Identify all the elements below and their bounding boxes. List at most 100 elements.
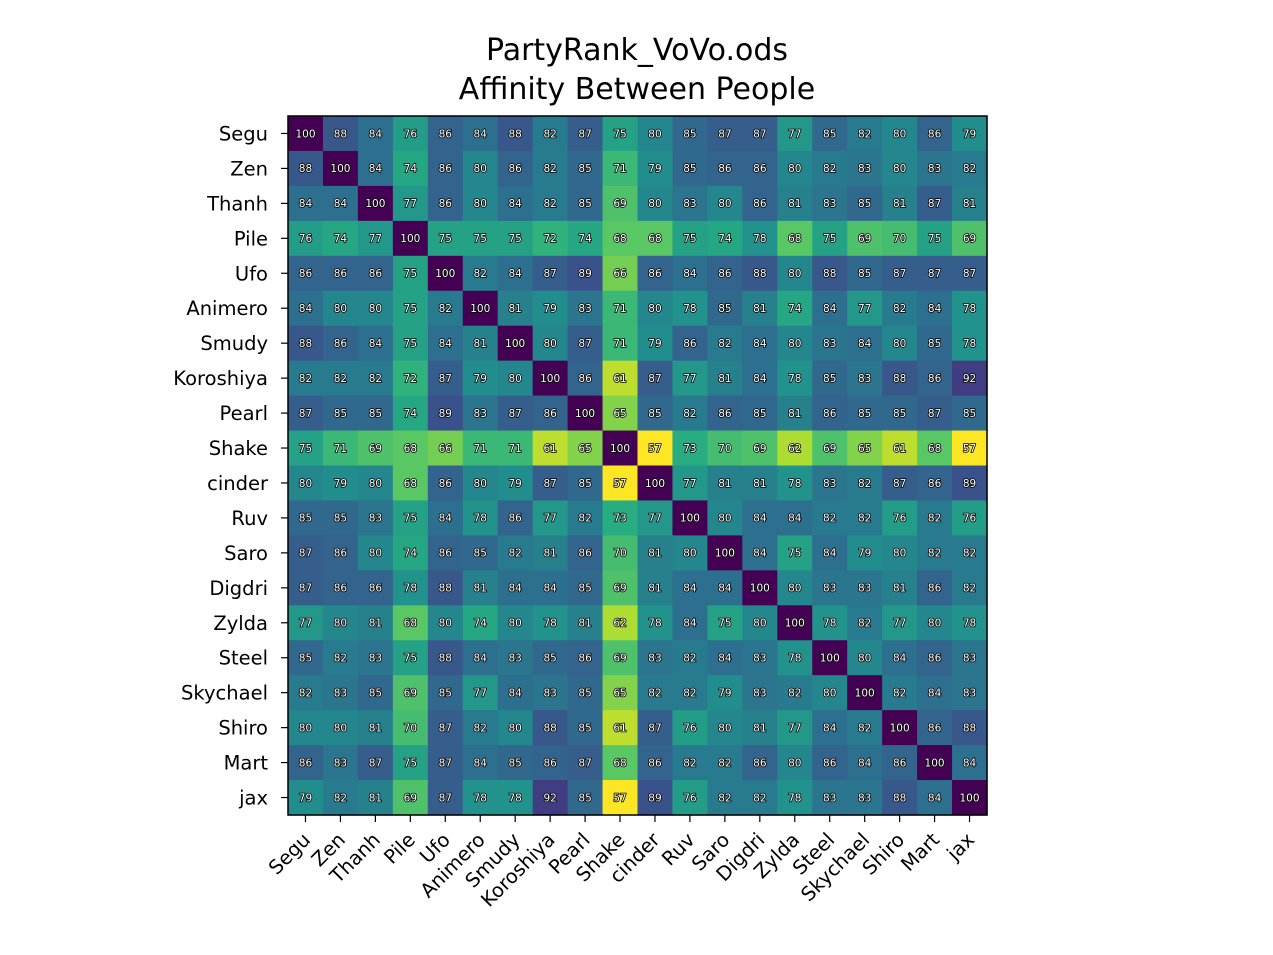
cell-value-label: 80 bbox=[893, 163, 906, 175]
cell-value-label: 80 bbox=[334, 618, 347, 630]
heatmap-cell bbox=[847, 500, 883, 536]
cell-value-label: 79 bbox=[543, 303, 556, 315]
heatmap-cell bbox=[427, 325, 464, 362]
cell-value-label: 85 bbox=[578, 722, 591, 734]
heatmap-cell bbox=[777, 185, 813, 222]
heatmap-cell bbox=[567, 395, 604, 432]
cell-value-label: 87 bbox=[893, 268, 906, 280]
y-tick-label: Shake bbox=[209, 437, 268, 460]
cell-value-label: 62 bbox=[613, 618, 626, 630]
heatmap-cell bbox=[288, 465, 324, 502]
cell-value-label: 77 bbox=[404, 198, 417, 210]
cell-value-label: 86 bbox=[928, 583, 942, 595]
cell-value-label: 68 bbox=[648, 233, 661, 245]
cell-value-label: 89 bbox=[578, 268, 591, 280]
heatmap-cell bbox=[742, 185, 778, 222]
heatmap-cell bbox=[567, 290, 604, 327]
cell-value-label: 80 bbox=[683, 548, 696, 560]
cell-value-label: 84 bbox=[823, 303, 837, 315]
heatmap-cell bbox=[427, 535, 464, 571]
cell-value-label: 84 bbox=[788, 513, 802, 525]
heatmap-cell bbox=[847, 255, 883, 292]
heatmap-cell bbox=[707, 605, 743, 641]
heatmap-cell bbox=[357, 116, 394, 152]
heatmap-cell bbox=[497, 116, 534, 152]
heatmap-cell bbox=[322, 360, 359, 397]
heatmap-cell bbox=[672, 360, 708, 397]
heatmap-cell bbox=[637, 535, 674, 571]
cell-value-label: 78 bbox=[788, 478, 801, 490]
heatmap-cell bbox=[777, 290, 813, 327]
cell-value-label: 83 bbox=[753, 687, 766, 699]
cell-value-label: 85 bbox=[683, 163, 696, 175]
cell-value-label: 86 bbox=[928, 373, 942, 385]
heatmap-cell bbox=[882, 465, 918, 502]
cell-value-label: 87 bbox=[753, 128, 766, 140]
heatmap-cell bbox=[882, 500, 918, 536]
cell-value-label: 72 bbox=[543, 233, 556, 245]
heatmap-cell bbox=[777, 325, 813, 362]
heatmap-cell bbox=[462, 150, 499, 187]
cell-value-label: 70 bbox=[404, 722, 417, 734]
heatmap-cell bbox=[672, 640, 708, 676]
cell-value-label: 74 bbox=[334, 233, 348, 245]
cell-value-label: 85 bbox=[683, 128, 696, 140]
cell-value-label: 66 bbox=[439, 443, 453, 455]
heatmap-cell bbox=[742, 430, 778, 467]
cell-value-label: 82 bbox=[683, 408, 696, 420]
heatmap-cell bbox=[357, 640, 394, 676]
heatmap-cell bbox=[637, 780, 674, 816]
heatmap-cell bbox=[288, 535, 324, 571]
heatmap-cell bbox=[602, 395, 639, 432]
cell-value-label: 85 bbox=[578, 792, 591, 804]
heatmap-cell bbox=[812, 675, 848, 711]
heatmap-cell bbox=[392, 395, 429, 432]
heatmap-cell bbox=[882, 150, 918, 187]
cell-value-label: 86 bbox=[893, 757, 907, 769]
heatmap-cell bbox=[497, 465, 534, 502]
heatmap-cell bbox=[917, 570, 953, 606]
cell-value-label: 80 bbox=[474, 198, 487, 210]
y-tick-label: Smudy bbox=[200, 332, 268, 355]
cell-value-label: 84 bbox=[718, 583, 732, 595]
cell-value-label: 75 bbox=[474, 233, 487, 245]
heatmap-cell bbox=[812, 745, 848, 781]
cell-value-label: 74 bbox=[788, 303, 802, 315]
cell-value-label: 61 bbox=[893, 443, 906, 455]
heatmap-cell bbox=[812, 605, 848, 641]
cell-value-label: 82 bbox=[753, 792, 766, 804]
cell-value-label: 82 bbox=[369, 373, 382, 385]
cell-value-label: 82 bbox=[508, 548, 521, 560]
cell-value-label: 82 bbox=[683, 757, 696, 769]
cell-value-label: 81 bbox=[963, 198, 976, 210]
heatmap-cell bbox=[637, 325, 674, 362]
heatmap-cell bbox=[392, 255, 429, 292]
cell-value-label: 86 bbox=[753, 163, 767, 175]
cell-value-label: 76 bbox=[963, 513, 977, 525]
heatmap-cell bbox=[462, 220, 499, 257]
heatmap-cell bbox=[742, 116, 778, 152]
cell-value-label: 80 bbox=[474, 478, 487, 490]
cell-value-label: 82 bbox=[334, 653, 347, 665]
heatmap-cell bbox=[707, 150, 743, 187]
heatmap-cell bbox=[847, 360, 883, 397]
cell-value-label: 87 bbox=[439, 373, 452, 385]
cell-value-label: 85 bbox=[823, 128, 836, 140]
heatmap-cell bbox=[288, 325, 324, 362]
heatmap-cell bbox=[497, 430, 534, 467]
cell-value-label: 83 bbox=[858, 163, 871, 175]
heatmap-cell bbox=[322, 710, 359, 746]
heatmap-cell bbox=[742, 325, 778, 362]
heatmap-cell bbox=[882, 745, 918, 781]
cell-value-label: 86 bbox=[928, 128, 942, 140]
heatmap-cell bbox=[392, 325, 429, 362]
cell-value-label: 68 bbox=[613, 757, 626, 769]
cell-value-label: 83 bbox=[334, 687, 347, 699]
heatmap-cell bbox=[602, 640, 639, 676]
heatmap-cell bbox=[288, 360, 324, 397]
heatmap-cell bbox=[917, 500, 953, 536]
cell-value-label: 75 bbox=[613, 128, 626, 140]
heatmap-cell bbox=[322, 500, 359, 536]
heatmap-cell bbox=[672, 570, 708, 606]
heatmap-cell bbox=[672, 430, 708, 467]
